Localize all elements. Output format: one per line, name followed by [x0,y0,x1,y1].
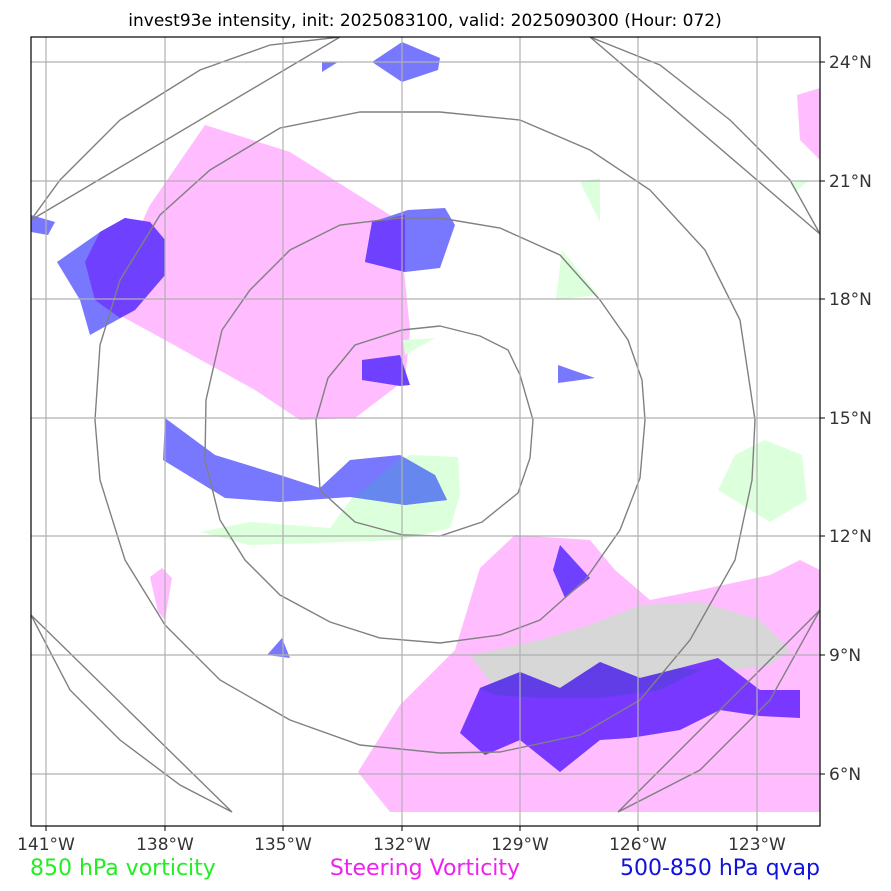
qvap-region-east-small [558,365,595,383]
x-axis: 141°W 138°W 135°W 132°W 129°W 126°W 123°… [17,826,786,855]
range-ring-4-right [589,37,820,235]
y-tick-label: 21°N [829,172,872,192]
vort850-region-small [403,338,435,355]
legend-vorticity-850: 850 hPa vorticity [30,856,216,881]
qvap-region-center [362,355,410,386]
steering-region-west-small [150,568,172,620]
map-title: invest93e intensity, init: 2025083100, v… [128,11,721,31]
y-tick-label: 12°N [829,527,872,547]
y-tick-label: 18°N [829,290,872,310]
qvap-region-north-core [365,215,405,272]
y-tick-label: 9°N [829,646,861,666]
plot-frame [30,36,821,827]
x-tick-label: 132°W [373,835,431,855]
range-ring-4-top [31,37,341,221]
steering-region-north [110,125,410,420]
x-tick-label: 126°W [609,835,667,855]
legend-steering-vorticity: Steering Vorticity [330,856,520,881]
y-tick-label: 24°N [829,53,872,73]
range-ring-4 [31,614,233,813]
plot-area [31,37,820,826]
legend-qvap: 500-850 hPa qvap [620,856,820,881]
qvap-region-se-spot [553,545,590,598]
steering-region-east [797,88,820,160]
vort850-region-ne2 [580,178,600,222]
y-tick-label: 6°N [829,765,861,785]
legend: 850 hPa vorticity Steering Vorticity 500… [30,856,820,881]
x-tick-label: 135°W [254,835,312,855]
x-tick-label: 123°W [728,835,786,855]
x-tick-label: 141°W [17,835,75,855]
qvap-region-small-south [267,638,290,658]
qvap-region-south-overlap [480,662,700,698]
y-tick-label: 15°N [829,409,872,429]
x-tick-label: 129°W [491,835,549,855]
range-ring-2 [204,217,646,644]
range-ring-4-bottom [617,609,820,813]
qvap-region-top-small [322,62,338,72]
qvap-region-edge [31,215,55,235]
grid-lines [31,37,820,826]
qvap-region-band-overlap [355,457,447,505]
qvap-region-west-core [85,218,165,318]
range-ring-3 [94,111,756,754]
x-tick-label: 138°W [136,835,194,855]
vort850-region-east [718,440,807,522]
qvap-layer [31,42,800,772]
y-axis: 24°N 21°N 18°N 15°N 12°N 9°N 6°N [820,53,872,785]
